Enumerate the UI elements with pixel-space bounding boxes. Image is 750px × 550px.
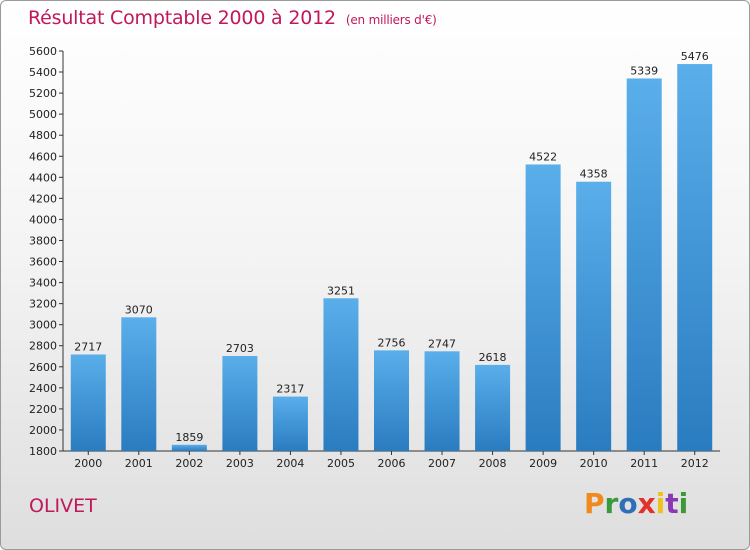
y-tick-label: 5200 — [29, 87, 57, 100]
y-tick-label: 1800 — [29, 445, 57, 458]
data-label-2009: 4522 — [529, 150, 557, 163]
x-tick-label-2006: 2006 — [378, 457, 406, 470]
x-tick-label-2000: 2000 — [74, 457, 102, 470]
x-tick-label-2004: 2004 — [276, 457, 304, 470]
y-tick-label: 4000 — [29, 213, 57, 226]
logo-letter: P — [584, 487, 605, 520]
bar-2009 — [525, 164, 561, 451]
chart-title: Résultat Comptable 2000 à 2012 (en millie… — [28, 7, 437, 29]
x-tick-label-2007: 2007 — [428, 457, 456, 470]
x-tick-label-2003: 2003 — [226, 457, 254, 470]
y-tick-label: 3000 — [29, 319, 57, 332]
y-tick-label: 2400 — [29, 382, 57, 395]
logo-letter: o — [618, 487, 638, 520]
data-label-2002: 1859 — [175, 431, 203, 444]
x-tick-label-2002: 2002 — [175, 457, 203, 470]
x-tick-label-2011: 2011 — [630, 457, 658, 470]
bar-2010 — [576, 181, 612, 451]
data-label-2012: 5476 — [681, 50, 709, 63]
x-tick-label-2008: 2008 — [479, 457, 507, 470]
city-name: OLIVET — [29, 495, 97, 517]
data-label-2007: 2747 — [428, 337, 456, 350]
chart-bars: 2717 3070 1859 2703 2317 3251 2756 2747 2618 4522… — [70, 50, 713, 452]
y-tick-label: 5400 — [29, 66, 57, 79]
y-tick-label: 5000 — [29, 108, 57, 121]
data-label-2003: 2703 — [226, 342, 254, 355]
bar-2007 — [424, 351, 460, 451]
logo-letter: t — [665, 487, 679, 520]
bar-2008 — [475, 364, 511, 451]
y-tick-label: 2800 — [29, 340, 57, 353]
data-label-2004: 2317 — [276, 383, 304, 396]
data-label-2008: 2618 — [479, 351, 507, 364]
bar-2004 — [272, 396, 308, 451]
x-tick-label-2012: 2012 — [681, 457, 709, 470]
logo-letter: i — [678, 487, 689, 520]
y-tick-label: 2600 — [29, 361, 57, 374]
bar-2011 — [626, 78, 662, 451]
data-label-2005: 3251 — [327, 284, 355, 297]
bar-2012 — [677, 64, 713, 452]
bar-2000 — [70, 354, 106, 451]
x-tick-label-2001: 2001 — [125, 457, 153, 470]
bar-2003 — [222, 355, 258, 451]
x-tick-label-2009: 2009 — [529, 457, 557, 470]
x-tick-label-2005: 2005 — [327, 457, 355, 470]
proxiti-logo: Proxiti — [584, 487, 688, 520]
data-label-2006: 2756 — [378, 336, 406, 349]
chart-title-text: Résultat Comptable 2000 à 2012 — [28, 7, 336, 29]
y-tick-label: 3400 — [29, 277, 57, 290]
y-tick-label: 4600 — [29, 150, 57, 163]
logo-letter: r — [604, 487, 619, 520]
data-label-2010: 4358 — [580, 168, 608, 181]
y-tick-label: 3600 — [29, 256, 57, 269]
data-label-2001: 3070 — [125, 303, 153, 316]
bar-2006 — [374, 350, 409, 451]
y-tick-label: 2000 — [29, 424, 57, 437]
y-tick-label: 2200 — [29, 403, 57, 416]
y-tick-label: 5600 — [29, 45, 57, 58]
y-tick-label: 3200 — [29, 298, 57, 311]
logo-letter: x — [637, 487, 656, 520]
y-tick-label: 3800 — [29, 234, 57, 247]
y-tick-label: 4800 — [29, 129, 57, 142]
chart-subtitle: (en milliers d'€) — [345, 13, 437, 27]
bar-2001 — [121, 317, 157, 451]
y-tick-label: 4200 — [29, 192, 57, 205]
data-label-2000: 2717 — [74, 340, 102, 353]
logo-letter: i — [655, 487, 666, 520]
data-label-2011: 5339 — [630, 64, 658, 77]
x-tick-label-2010: 2010 — [580, 457, 608, 470]
y-tick-label: 4400 — [29, 171, 57, 184]
bar-2002 — [171, 444, 207, 451]
bar-2005 — [323, 298, 359, 451]
